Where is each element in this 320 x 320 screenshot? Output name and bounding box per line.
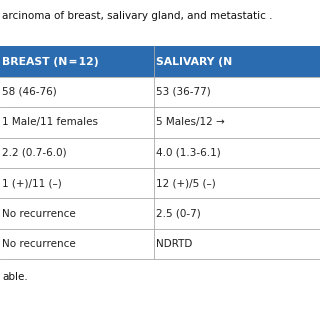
- Text: BREAST (N = 12): BREAST (N = 12): [2, 57, 99, 67]
- Text: 53 (36-77): 53 (36-77): [156, 87, 210, 97]
- Text: 12 (+)/5 (–): 12 (+)/5 (–): [156, 178, 215, 188]
- Text: 2.2 (0.7-6.0): 2.2 (0.7-6.0): [2, 148, 67, 158]
- Text: 1 Male/11 females: 1 Male/11 females: [2, 117, 98, 127]
- Text: able.: able.: [2, 272, 28, 282]
- Text: 4.0 (1.3-6.1): 4.0 (1.3-6.1): [156, 148, 220, 158]
- Bar: [0, 138, 320, 168]
- Bar: [0, 77, 320, 107]
- Bar: [0, 46, 320, 77]
- Bar: [0, 229, 320, 259]
- Text: 5 Males/12 →: 5 Males/12 →: [156, 117, 224, 127]
- Text: No recurrence: No recurrence: [2, 209, 76, 219]
- Text: No recurrence: No recurrence: [2, 239, 76, 249]
- Text: arcinoma of breast, salivary gland, and metastatic .: arcinoma of breast, salivary gland, and …: [2, 11, 272, 21]
- Text: NDRTD: NDRTD: [156, 239, 192, 249]
- Text: 58 (46-76): 58 (46-76): [2, 87, 57, 97]
- Text: SALIVARY (N: SALIVARY (N: [156, 57, 232, 67]
- Bar: [0, 198, 320, 229]
- Text: 2.5 (0-7): 2.5 (0-7): [156, 209, 200, 219]
- Text: 1 (+)/11 (–): 1 (+)/11 (–): [2, 178, 62, 188]
- Bar: [0, 168, 320, 198]
- Bar: [0, 107, 320, 138]
